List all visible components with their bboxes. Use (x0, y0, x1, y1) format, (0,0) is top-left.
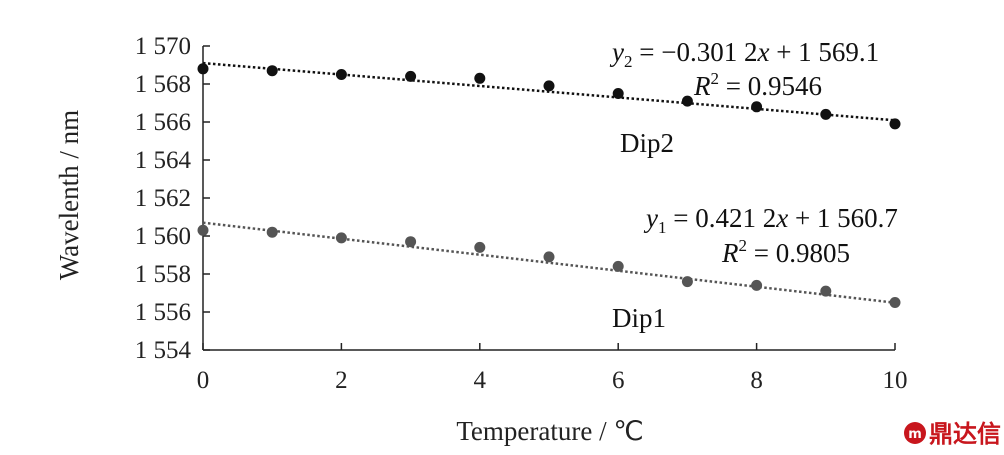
data-point (612, 260, 624, 272)
r2-2-label: R (693, 71, 711, 101)
watermark-badge-glyph: m (908, 427, 922, 442)
eq2-rhs: = −0.301 2 (632, 37, 757, 67)
watermark-logo: m 鼎达信 (904, 420, 1001, 448)
series-layer (197, 61, 901, 308)
watermark-badge-icon (904, 422, 926, 444)
y-axis: 1 554 1 556 1 558 1 560 1 562 1 564 1 566 1 568… (135, 33, 210, 364)
y-ticks: 1 554 1 556 1 558 1 560 1 562 1 564 1 566 1 568… (135, 33, 210, 364)
eq1-rhs: = 0.421 2 (666, 203, 776, 233)
r2-2-sup: 2 (711, 69, 720, 88)
x-tick-label: 6 (612, 367, 625, 394)
x-ticks: 0 2 4 6 8 10 (197, 343, 908, 394)
data-point (820, 285, 832, 297)
data-point (820, 108, 832, 120)
y-tick-label: 1 562 (135, 185, 191, 212)
series-2-r2: R2 = 0.9546 (693, 69, 822, 101)
eq2-var: y (609, 37, 624, 67)
data-point (405, 70, 417, 82)
y-tick-label: 1 564 (135, 147, 192, 174)
data-point (474, 241, 486, 253)
data-point (751, 101, 763, 113)
data-point (889, 118, 901, 130)
data-point (474, 72, 486, 84)
y-tick-label: 1 556 (135, 299, 191, 326)
x-tick-label: 10 (883, 367, 908, 394)
data-point (543, 80, 555, 92)
data-point (543, 251, 555, 263)
x-axis: 0 2 4 6 8 10 (197, 343, 908, 394)
r2-1-label: R (721, 238, 739, 268)
series-dip1 (197, 221, 901, 308)
data-point (612, 88, 624, 99)
series-2-equation: y2 = −0.301 2x + 1 569.1 (609, 37, 879, 71)
r2-1-sup: 2 (739, 236, 748, 255)
eq2-tail: + 1 569.1 (769, 37, 879, 67)
series-2-label: Dip2 (620, 128, 674, 158)
data-point (266, 65, 278, 77)
watermark-text: 鼎达信 (929, 420, 1001, 448)
series-dip2 (197, 61, 901, 130)
trendline-dip2 (202, 61, 896, 122)
series-1-label: Dip1 (612, 303, 666, 333)
y-axis-title: Wavelenth / nm (54, 110, 84, 280)
y-tick-label: 1 560 (135, 223, 191, 250)
r2-2-value: = 0.9546 (719, 71, 822, 101)
r2-1-value: = 0.9805 (747, 238, 850, 268)
data-point (335, 69, 347, 80)
y-tick-label: 1 554 (135, 337, 192, 364)
data-point (197, 63, 209, 75)
data-point (405, 236, 417, 248)
x-tick-label: 2 (335, 367, 348, 394)
series-1-equation: y1 = 0.421 2x + 1 560.7 (643, 203, 898, 237)
series-1-r2: R2 = 0.9805 (721, 236, 850, 268)
x-tick-label: 0 (197, 367, 210, 394)
eq1-var: y (643, 203, 658, 233)
data-point (889, 297, 901, 308)
x-tick-label: 4 (474, 367, 487, 394)
x-tick-label: 8 (750, 367, 763, 394)
eq2-sub: 2 (624, 52, 633, 71)
data-point (681, 95, 693, 107)
y-tick-label: 1 566 (135, 109, 191, 136)
x-axis-title: Temperature / ℃ (456, 416, 643, 446)
data-point (266, 226, 278, 238)
data-point (751, 279, 763, 291)
y-tick-label: 1 570 (135, 33, 191, 60)
eq2-xvar: x (756, 37, 769, 67)
data-point (335, 232, 347, 244)
eq1-tail: + 1 560.7 (788, 203, 898, 233)
data-point (681, 276, 693, 288)
y-tick-label: 1 558 (135, 261, 191, 288)
eq1-xvar: x (775, 203, 788, 233)
y-tick-label: 1 568 (135, 71, 191, 98)
data-point (197, 224, 209, 236)
eq1-sub: 1 (658, 218, 667, 237)
trendline-dip1 (202, 221, 896, 304)
